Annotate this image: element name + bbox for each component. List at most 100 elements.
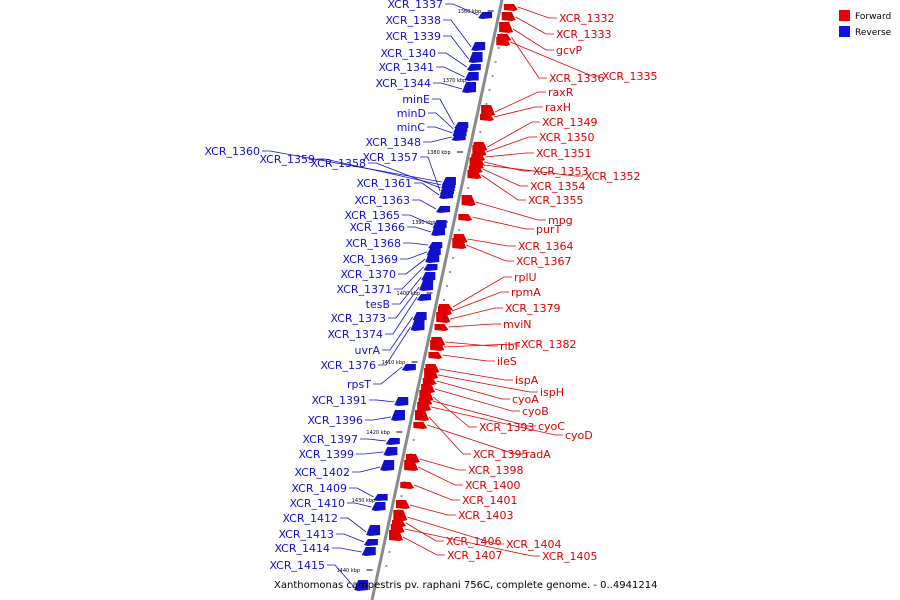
reverse-gene-label: XCR_1415 [269, 559, 325, 572]
forward-gene-label: XCR_1354 [530, 180, 586, 193]
forward-gene-label: radA [525, 448, 551, 461]
reverse-gene-label: XCR_1341 [378, 61, 434, 74]
forward-leader-line [405, 522, 444, 542]
reverse-leader-line [385, 296, 418, 335]
reverse-leader-line [388, 286, 420, 319]
gene-labels: XCR_1337 XCR_1338 XCR_1339 XCR_1340XCR_1341… [204, 0, 657, 572]
reverse-leader-line [356, 451, 384, 455]
reverse-leader-line [262, 150, 442, 183]
reverse-gene-label: minD [397, 107, 426, 120]
reverse-gene-feature [380, 460, 395, 471]
reverse-leader-line [436, 66, 465, 78]
forward-leader-line [493, 106, 543, 118]
forward-gene-label: XCR_1403 [458, 509, 514, 522]
reverse-gene-label: XCR_1413 [278, 528, 334, 541]
reverse-leader-line [378, 326, 411, 366]
forward-leader-line [448, 323, 501, 328]
forward-gene-feature [481, 105, 496, 116]
forward-leader-line [419, 458, 466, 471]
reverse-gene-label: XCR_1371 [336, 283, 392, 296]
forward-gene-feature [395, 500, 410, 509]
reverse-leader-line [382, 316, 413, 351]
reverse-gene-feature [363, 539, 378, 546]
kbp-tick-label: 1430 kbp [352, 498, 376, 504]
forward-leader-line [439, 368, 513, 381]
reverse-gene-feature [451, 134, 466, 141]
forward-gene-label: XCR_1351 [536, 147, 592, 160]
legend-forward-label: Forward [855, 12, 891, 22]
forward-gene-feature [389, 530, 403, 541]
forward-leader-line [432, 400, 536, 427]
forward-gene-feature [436, 312, 451, 323]
reverse-leader-line [352, 466, 381, 473]
reverse-leader-line [420, 156, 441, 192]
forward-gene-feature [499, 22, 514, 33]
forward-leader-line [417, 466, 463, 486]
forward-gene-label: XCR_1379 [505, 302, 561, 315]
reverse-gene-feature [401, 364, 416, 371]
reverse-gene-feature [436, 206, 451, 213]
forward-gene-label: rplU [514, 271, 537, 284]
forward-leader-line [452, 276, 512, 308]
reverse-gene-feature [466, 64, 481, 71]
forward-gene-feature [503, 4, 518, 11]
forward-gene-label: XCR_1353 [533, 165, 589, 178]
forward-leader-line [428, 416, 471, 455]
reverse-gene-label: XCR_1339 [385, 30, 441, 43]
forward-leader-line [445, 341, 498, 347]
forward-gene-label: rpmA [511, 286, 541, 299]
forward-gene-label: cyoC [538, 420, 565, 433]
reverse-leader-line [433, 82, 463, 90]
forward-leader-line [487, 121, 540, 148]
forward-gene-feature [400, 482, 415, 489]
forward-gene-label: purT [536, 223, 561, 236]
reverse-gene-feature [439, 188, 454, 199]
reverse-gene-label: XCR_1373 [330, 312, 386, 325]
reverse-leader-line [349, 487, 374, 498]
forward-leader-line [517, 6, 557, 19]
kbp-tick-label: 1410 kbp [382, 360, 406, 366]
reverse-gene-label: rpsT [347, 378, 371, 391]
forward-gene-feature [413, 422, 428, 429]
reverse-gene-feature [391, 410, 405, 421]
reverse-leader-line [347, 502, 372, 508]
forward-leader-line [438, 374, 538, 393]
reverse-gene-label: XCR_1376 [320, 359, 376, 372]
gene-features [354, 4, 518, 591]
forward-gene-label: XCR_1401 [462, 494, 518, 507]
reverse-gene-label: XCR_1397 [302, 433, 358, 446]
reverse-gene-label: minE [402, 93, 430, 106]
reverse-gene-feature [471, 42, 486, 51]
reverse-gene-feature [421, 272, 436, 281]
forward-gene-label: XCR_1367 [516, 255, 572, 268]
forward-gene-feature [480, 114, 494, 121]
forward-leader-line [485, 152, 534, 158]
reverse-gene-feature [431, 225, 446, 236]
forward-leader-line [433, 396, 477, 428]
reverse-gene-feature [354, 580, 369, 591]
forward-gene-feature [422, 378, 437, 385]
forward-gene-label: XCR_1355 [528, 194, 584, 207]
reverse-leader-line [403, 242, 429, 246]
forward-gene-feature [434, 324, 449, 331]
forward-leader-line [475, 201, 546, 221]
kbp-tick-label: 1360 kbp [458, 9, 482, 15]
reverse-leader-line [438, 52, 468, 68]
forward-gene-feature [461, 195, 476, 206]
reverse-gene-feature [373, 494, 388, 501]
forward-gene-label: ribF [500, 340, 521, 353]
label-leader-lines [262, 3, 600, 588]
forward-leader-line [467, 238, 516, 247]
reverse-gene-label: XCR_1410 [289, 497, 345, 510]
reverse-gene-label: XCR_1361 [356, 177, 412, 190]
genome-backbone [370, 0, 504, 600]
forward-leader-line [414, 484, 460, 501]
forward-leader-line [482, 168, 528, 187]
forward-gene-label: ispA [515, 374, 539, 387]
forward-gene-label: XCR_1400 [465, 479, 521, 492]
reverse-leader-line [360, 438, 386, 442]
reverse-leader-line [423, 136, 452, 143]
forward-gene-label: XCR_1395 [473, 448, 529, 461]
reverse-leader-line [443, 35, 469, 60]
